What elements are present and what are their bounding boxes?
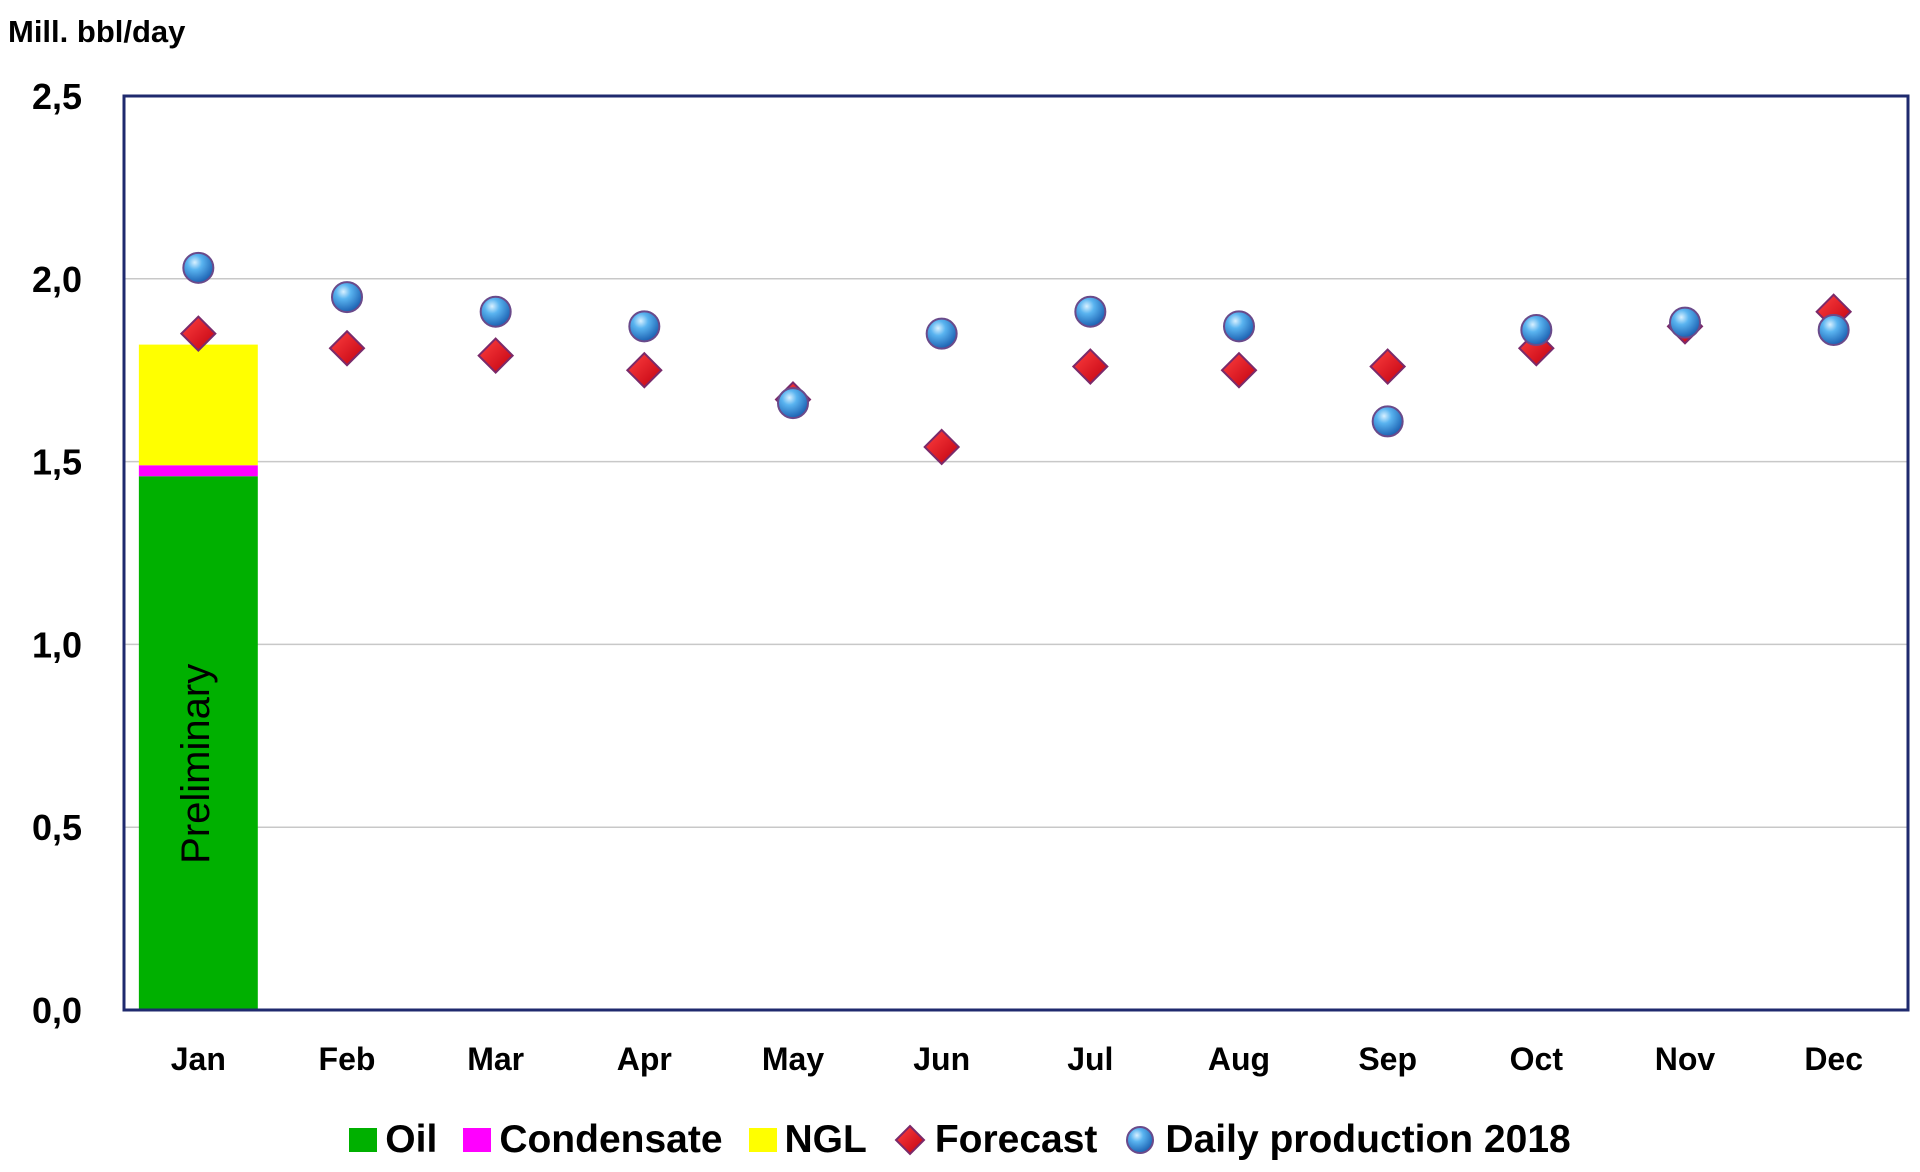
legend: Oil Condensate NGL Forecast Daily produc… [0, 1118, 1920, 1162]
legend-item-oil: Oil [349, 1118, 437, 1162]
forecast-marker [1220, 351, 1258, 389]
x-tick-label: Mar [467, 1041, 524, 1077]
y-tick-label: 0,0 [32, 990, 82, 1031]
forecast-marker [625, 351, 663, 389]
daily-production-marker [925, 317, 958, 350]
legend-item-ngl: NGL [748, 1118, 867, 1162]
legend-label-condensate: Condensate [499, 1118, 723, 1161]
daily-production-marker [331, 281, 363, 314]
legend-item-forecast: Forecast [893, 1118, 1098, 1162]
x-tick-label: Feb [319, 1041, 376, 1077]
ngl-swatch [748, 1128, 777, 1152]
daily-production-marker [479, 295, 512, 328]
y-axis-unit-label: Mill. bbl/day [8, 14, 186, 49]
legend-label-forecast: Forecast [934, 1118, 1098, 1161]
legend-label-oil: Oil [385, 1118, 438, 1161]
forecast-diamond-icon [894, 1124, 926, 1156]
daily-production-marker [1223, 310, 1255, 343]
legend-item-daily-production: Daily production 2018 [1123, 1118, 1571, 1162]
x-tick-label: Apr [617, 1041, 672, 1077]
y-tick-label: 2,0 [32, 259, 82, 300]
daily-production-marker [1520, 313, 1553, 346]
daily-production-marker [777, 387, 809, 420]
forecast-marker [179, 315, 217, 353]
forecast-marker [1369, 348, 1407, 385]
legend-label-daily-production: Daily production 2018 [1165, 1118, 1571, 1161]
y-tick-label: 1,0 [32, 624, 82, 665]
daily-production-marker [1669, 306, 1701, 339]
x-tick-label: Sep [1358, 1041, 1417, 1077]
x-tick-label: Aug [1208, 1041, 1270, 1077]
plot-frame [122, 94, 1910, 1012]
daily-production-marker [628, 310, 661, 343]
y-tick-label: 2,5 [32, 76, 82, 117]
daily-production-marker [1817, 313, 1850, 346]
daily-production-circle-icon [1126, 1126, 1155, 1154]
x-tick-label: Jul [1067, 1041, 1113, 1077]
daily-production-marker [182, 251, 215, 284]
x-tick-label: Nov [1655, 1041, 1716, 1077]
y-tick-label: 1,5 [32, 442, 82, 483]
x-tick-label: Jan [171, 1041, 226, 1077]
stacked-bars: Preliminary [138, 344, 258, 1010]
daily-production-marker [1074, 295, 1107, 328]
forecast-marker [477, 337, 515, 374]
forecast-marker [923, 428, 961, 466]
gridlines [124, 278, 1908, 828]
x-tick-label: May [762, 1041, 824, 1077]
x-tick-label: Dec [1804, 1041, 1863, 1077]
oil-swatch [349, 1128, 378, 1152]
legend-item-condensate: Condensate [463, 1118, 723, 1162]
markers [179, 251, 1853, 466]
condensate-swatch [463, 1128, 492, 1152]
x-tick-label: Oct [1510, 1041, 1564, 1077]
y-tick-label: 0,5 [32, 807, 82, 848]
bar-annotation: Preliminary [174, 664, 218, 864]
bar-oil [138, 476, 258, 1010]
legend-label-ngl: NGL [784, 1118, 867, 1161]
x-tick-label: Jun [913, 1041, 970, 1077]
forecast-marker [1071, 348, 1109, 385]
tick-labels: 0,0 0,5 1,0 1,5 2,0 2,5 Jan Feb Mar Apr May Jun Jul A… [32, 76, 1863, 1077]
daily-production-marker [1371, 405, 1404, 438]
bar-condensate [138, 465, 258, 477]
forecast-marker [328, 329, 366, 367]
plot-border [122, 94, 1910, 1012]
bar-ngl [138, 344, 258, 466]
